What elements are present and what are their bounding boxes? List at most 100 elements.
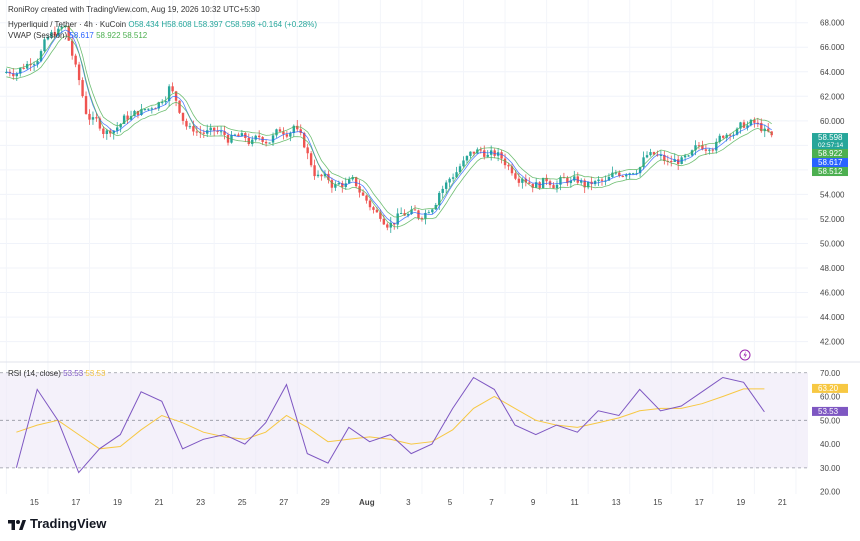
candle-body — [621, 175, 624, 177]
candle-body — [413, 209, 417, 211]
candle-body — [313, 165, 316, 177]
tradingview-logo[interactable]: TradingView — [8, 516, 106, 531]
candle-body — [438, 192, 441, 205]
candle-body — [465, 155, 469, 161]
x-tick-label: 17 — [71, 498, 80, 507]
candle-body — [441, 188, 444, 193]
candle-body — [451, 177, 455, 179]
rsi-tag-bg — [812, 406, 848, 416]
vwap-tag: 58.617 — [818, 158, 843, 167]
candle-body — [687, 155, 690, 157]
x-tick-label: 17 — [695, 498, 704, 507]
candle-body — [535, 182, 538, 188]
candle-body — [749, 119, 753, 126]
price-tick-label: 60.000 — [820, 117, 845, 126]
rsi-label[interactable]: RSI (14, close) — [8, 369, 61, 378]
candle-body — [119, 123, 122, 128]
candle-body — [334, 184, 337, 188]
candle-body — [254, 135, 257, 140]
candle-body — [178, 100, 181, 113]
price-tick-label: 68.000 — [820, 19, 845, 28]
candle-body — [361, 192, 365, 196]
vwap-upper-tag: 58.922 — [818, 149, 843, 158]
candle-body — [625, 174, 628, 177]
candle-body — [188, 126, 192, 128]
symbol-label[interactable]: Hyperliquid / Tether · 4h · KuCoin — [8, 20, 127, 29]
candle-body — [455, 172, 458, 178]
candle-body — [690, 150, 694, 156]
vwap-label[interactable]: VWAP (Session) — [8, 31, 68, 40]
candle-body — [580, 180, 583, 183]
symbol-header: Hyperliquid / Tether · 4h · KuCoin O58.4… — [8, 20, 317, 29]
candle-body — [701, 145, 704, 150]
rsi-line — [15, 376, 765, 474]
candle-body — [330, 180, 334, 188]
candle-body — [129, 116, 133, 120]
candle-body — [226, 134, 230, 143]
vwap-value-2: 58.922 — [96, 31, 121, 40]
candle-body — [728, 134, 732, 136]
candle-body — [209, 127, 212, 131]
candle-body — [91, 117, 95, 120]
candle-body — [673, 159, 676, 162]
candle-body — [5, 71, 8, 74]
candle-body — [569, 180, 573, 184]
candle-body — [659, 154, 663, 156]
candle-body — [427, 212, 431, 214]
candle-body — [597, 179, 600, 182]
candle-body — [133, 110, 136, 117]
candle-body — [618, 172, 621, 176]
x-tick-label: 3 — [406, 498, 411, 507]
candle-body — [77, 64, 81, 81]
vwap-header: VWAP (Session) 58.617 58.922 58.512 — [8, 31, 147, 40]
candle-body — [649, 152, 652, 156]
candle-body — [524, 178, 528, 183]
candle-body — [573, 176, 576, 181]
candle-body — [493, 150, 496, 156]
candle-body — [351, 177, 354, 180]
candle-body — [337, 182, 341, 185]
candle-body — [181, 112, 185, 121]
x-tick-label: 5 — [448, 498, 453, 507]
candle-body — [67, 25, 70, 41]
lightning-icon[interactable] — [739, 349, 751, 361]
candle-body — [458, 166, 462, 173]
tradingview-logo-text: TradingView — [30, 516, 107, 531]
candle-body — [503, 158, 507, 166]
candle-body — [167, 86, 171, 101]
candle-body — [102, 128, 105, 134]
candle-body — [327, 173, 330, 181]
candle-body — [420, 218, 424, 220]
x-tick-label: 25 — [238, 498, 247, 507]
candle-body — [739, 122, 742, 129]
candle-body — [725, 134, 728, 138]
candle-body — [469, 151, 472, 156]
candle-body — [122, 115, 126, 124]
candle-body — [50, 32, 53, 37]
last-price-tag-bg — [812, 133, 848, 150]
price-tick-label: 46.000 — [820, 289, 845, 298]
candle-body — [663, 154, 666, 161]
rsi-header: RSI (14, close) 53.53 53.53 — [8, 369, 105, 378]
candle-body — [718, 135, 721, 142]
x-tick-label: 15 — [30, 498, 39, 507]
candle-body — [406, 214, 410, 216]
vwap-value-3: 58.512 — [122, 31, 148, 40]
rsi-tick-label: 40.00 — [820, 440, 841, 449]
candle-body — [500, 152, 503, 159]
candle-body — [382, 218, 386, 225]
candle-body — [95, 117, 98, 119]
x-tick-label: 19 — [736, 498, 745, 507]
candle-body — [638, 167, 642, 174]
rsi-ma-value: 53.53 — [85, 369, 106, 378]
ohlc-close: C58.598 — [224, 20, 256, 29]
candle-body — [431, 209, 434, 213]
candle-body — [389, 222, 392, 228]
candle-body — [365, 195, 368, 201]
price-tick-label: 52.000 — [820, 215, 845, 224]
candle-body — [247, 138, 250, 145]
candle-body — [46, 36, 50, 40]
candle-body — [171, 86, 174, 92]
candle-body — [683, 155, 687, 158]
candle-body — [88, 113, 91, 120]
